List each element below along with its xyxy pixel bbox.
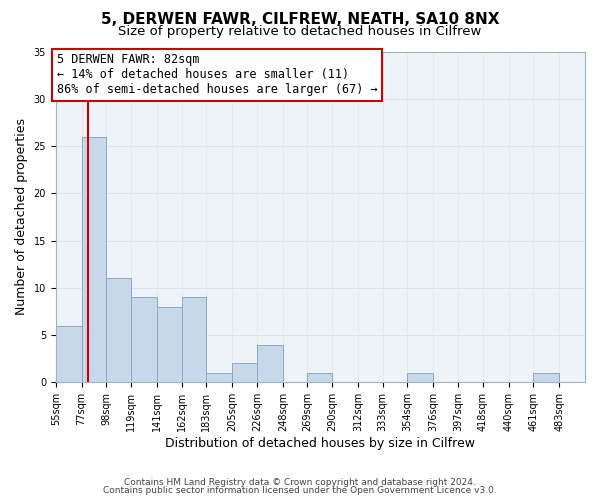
Bar xyxy=(533,373,559,382)
Y-axis label: Number of detached properties: Number of detached properties xyxy=(15,118,28,316)
Bar xyxy=(82,136,106,382)
Bar xyxy=(131,298,157,382)
Bar xyxy=(206,373,232,382)
Text: Contains HM Land Registry data © Crown copyright and database right 2024.: Contains HM Land Registry data © Crown c… xyxy=(124,478,476,487)
Text: Size of property relative to detached houses in Cilfrew: Size of property relative to detached ho… xyxy=(118,25,482,38)
Text: 5, DERWEN FAWR, CILFREW, NEATH, SA10 8NX: 5, DERWEN FAWR, CILFREW, NEATH, SA10 8NX xyxy=(101,12,499,28)
Bar xyxy=(106,278,131,382)
Bar xyxy=(257,344,283,383)
Bar xyxy=(157,306,182,382)
Bar xyxy=(407,373,433,382)
Text: 5 DERWEN FAWR: 82sqm
← 14% of detached houses are smaller (11)
86% of semi-detac: 5 DERWEN FAWR: 82sqm ← 14% of detached h… xyxy=(57,54,377,96)
Bar xyxy=(307,373,332,382)
X-axis label: Distribution of detached houses by size in Cilfrew: Distribution of detached houses by size … xyxy=(166,437,475,450)
Bar xyxy=(182,298,206,382)
Bar xyxy=(56,326,82,382)
Text: Contains public sector information licensed under the Open Government Licence v3: Contains public sector information licen… xyxy=(103,486,497,495)
Bar xyxy=(232,364,257,382)
